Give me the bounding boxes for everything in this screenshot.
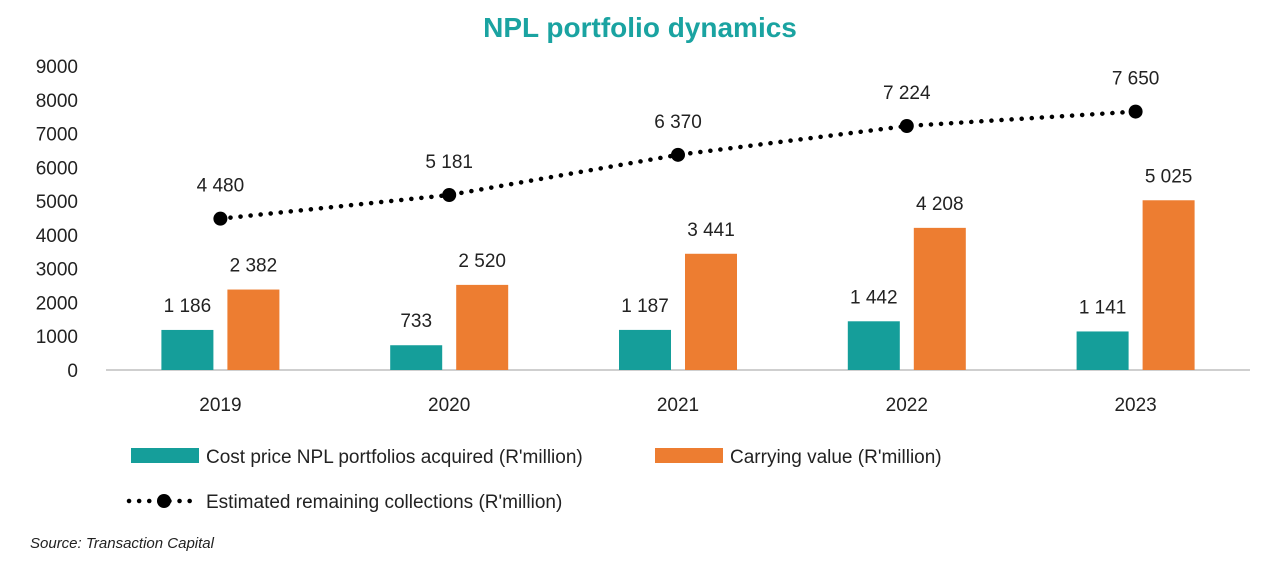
- legend-marker-remaining-collections: [157, 494, 171, 508]
- x-tick-label: 2021: [657, 395, 699, 416]
- y-axis: 0 1000 2000 3000 4000 5000 6000 7000 8000 9000: [36, 57, 78, 382]
- carrying-value-bar: [685, 253, 737, 370]
- carrying-value-bar: [227, 289, 280, 370]
- y-tick-label: 3000: [36, 260, 78, 281]
- remaining-collections-line: [218, 109, 1138, 221]
- carrying-value-bar: [913, 227, 966, 370]
- cost-price-data-label: 1 141: [1079, 297, 1127, 318]
- x-tick-label: 2020: [428, 395, 470, 416]
- cost-price-data-label: 1 442: [850, 287, 898, 308]
- cost-price-bar: [390, 345, 443, 370]
- remaining-collections-data-label: 5 181: [425, 152, 473, 173]
- remaining-collections-data-label: 4 480: [197, 176, 245, 197]
- remaining-collections-data-label: 7 650: [1112, 69, 1160, 90]
- legend-label-cost-price: Cost price NPL portfolios acquired (R'mi…: [206, 447, 583, 468]
- carrying-value-bar: [1142, 200, 1195, 370]
- data-labels: 1 186 733 1 187 1 442 1 141 2 382 2 520 3 441 4 …: [164, 69, 1193, 333]
- y-tick-label: 5000: [36, 192, 78, 213]
- carrying-value-data-label: 5 025: [1145, 166, 1193, 187]
- y-tick-label: 1000: [36, 327, 78, 348]
- carrying-value-data-label: 3 441: [687, 220, 735, 241]
- remaining-collections-point: [442, 187, 457, 202]
- x-tick-label: 2022: [886, 395, 928, 416]
- y-tick-label: 8000: [36, 91, 78, 112]
- cost-price-bar: [1076, 331, 1129, 370]
- legend: Cost price NPL portfolios acquired (R'mi…: [126, 447, 942, 513]
- cost-price-data-label: 1 186: [164, 296, 212, 317]
- cost-price-bar: [847, 321, 900, 370]
- y-tick-label: 6000: [36, 158, 78, 179]
- x-tick-label: 2019: [199, 395, 241, 416]
- cost-price-bar: [161, 329, 214, 370]
- remaining-collections-data-label: 6 370: [654, 112, 702, 133]
- carrying-value-data-label: 2 520: [458, 251, 506, 272]
- legend-label-remaining-collections: Estimated remaining collections (R'milli…: [206, 492, 562, 513]
- y-tick-label: 4000: [36, 226, 78, 247]
- x-tick-label: 2023: [1114, 395, 1156, 416]
- legend-swatch-cost-price: [131, 448, 199, 463]
- carrying-value-data-label: 4 208: [916, 194, 964, 215]
- cost-price-bar: [619, 329, 671, 370]
- y-tick-label: 2000: [36, 293, 78, 314]
- carrying-value-data-label: 2 382: [230, 256, 278, 277]
- remaining-collections-point: [1128, 104, 1143, 119]
- remaining-collections-data-label: 7 224: [883, 83, 931, 104]
- chart-title: NPL portfolio dynamics: [483, 12, 797, 43]
- cost-price-data-label: 733: [400, 311, 432, 332]
- legend-label-carrying-value: Carrying value (R'million): [730, 447, 942, 468]
- y-tick-label: 9000: [36, 57, 78, 78]
- x-axis: 2019 2020 2021 2022 2023: [199, 395, 1156, 416]
- y-tick-label: 0: [67, 361, 78, 382]
- remaining-collections-point: [899, 118, 914, 133]
- remaining-collections-point: [671, 147, 685, 162]
- remaining-collections-point: [213, 211, 228, 226]
- line-series: [213, 104, 1143, 226]
- carrying-value-bar: [456, 284, 509, 370]
- cost-price-data-label: 1 187: [621, 296, 669, 317]
- source-note: Source: Transaction Capital: [30, 535, 215, 552]
- legend-swatch-carrying-value: [655, 448, 723, 463]
- y-tick-label: 7000: [36, 125, 78, 146]
- bar-series: [161, 200, 1195, 370]
